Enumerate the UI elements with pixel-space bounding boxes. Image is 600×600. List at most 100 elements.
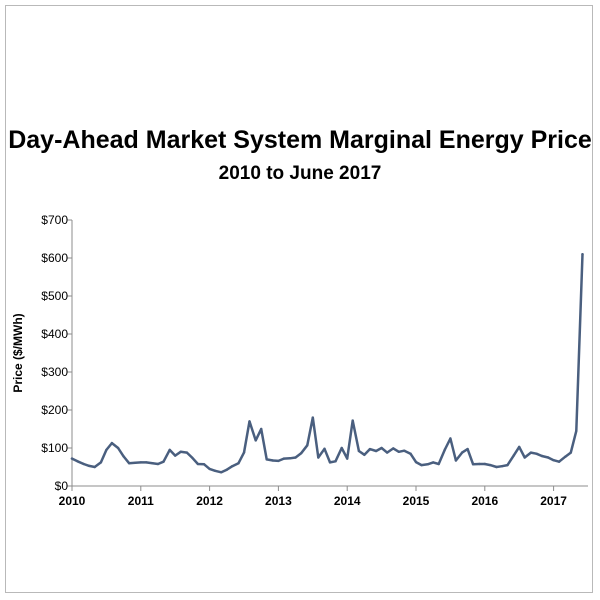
data-point — [500, 465, 504, 468]
x-tick-label: 2013 — [265, 494, 292, 508]
data-point — [225, 468, 228, 471]
y-tick-label: $400 — [41, 327, 68, 341]
x-tick-label: 2014 — [334, 494, 361, 508]
x-tick-label: 2015 — [403, 494, 430, 508]
x-tick-label: 2010 — [59, 494, 86, 508]
data-point — [110, 441, 114, 445]
data-point — [471, 463, 475, 466]
data-point — [385, 451, 389, 454]
data-point — [483, 462, 486, 466]
data-point — [145, 461, 148, 464]
data-point — [139, 461, 142, 464]
y-tick-label: $700 — [41, 213, 68, 227]
data-point — [151, 462, 154, 465]
data-point — [213, 469, 217, 472]
data-point — [523, 456, 526, 459]
data-point — [191, 456, 194, 460]
data-point — [529, 451, 533, 454]
data-point — [220, 471, 223, 474]
data-point — [248, 420, 251, 423]
chart-subtitle: 2010 to June 2017 — [218, 163, 382, 184]
data-point — [76, 460, 79, 463]
data-point — [265, 458, 268, 461]
series-line — [70, 252, 584, 474]
data-point — [237, 462, 240, 465]
data-point — [512, 454, 515, 457]
data-point — [346, 457, 349, 460]
x-axis: 2010 2011 2012 2013 2014 2015 2016 2017 — [59, 485, 588, 508]
data-point — [242, 451, 246, 454]
data-point — [116, 446, 120, 450]
data-point — [168, 448, 171, 452]
data-point — [306, 444, 309, 447]
data-point — [535, 452, 538, 455]
y-axis-title: Price ($/MWh) — [11, 313, 25, 392]
data-point — [380, 446, 383, 450]
data-point — [540, 454, 544, 458]
data-point — [557, 460, 561, 463]
data-point — [569, 451, 572, 454]
data-point — [460, 451, 464, 454]
x-tick-label: 2017 — [540, 494, 567, 508]
data-point — [454, 459, 458, 462]
data-point — [403, 449, 406, 452]
data-point — [328, 461, 332, 464]
data-point — [323, 447, 326, 450]
data-point — [317, 456, 320, 459]
data-point — [271, 459, 275, 462]
chart-title: Day-Ahead Market System Marginal Energy … — [8, 126, 592, 154]
data-point — [443, 448, 447, 451]
data-point — [363, 453, 366, 456]
data-point — [506, 463, 509, 467]
data-point — [156, 462, 160, 466]
data-point — [518, 445, 521, 449]
data-point — [351, 419, 354, 422]
data-point — [202, 463, 206, 466]
data-point — [357, 449, 361, 453]
x-tick-label: 2012 — [196, 494, 223, 508]
data-point — [575, 429, 578, 433]
data-point — [282, 457, 286, 460]
x-tick-label: 2016 — [471, 494, 498, 508]
data-point — [414, 460, 418, 464]
x-tick-label: 2011 — [128, 494, 154, 508]
y-tick-label: $200 — [41, 403, 68, 417]
data-point — [179, 450, 182, 453]
data-point — [409, 452, 412, 455]
chart-frame — [5, 5, 593, 593]
y-tick-label: $100 — [41, 441, 68, 455]
data-point — [581, 253, 584, 256]
data-point — [299, 452, 303, 455]
data-point — [185, 451, 189, 454]
data-point — [546, 456, 550, 459]
data-point — [437, 462, 440, 466]
y-tick-label: $300 — [41, 365, 68, 379]
data-point — [196, 462, 200, 466]
data-point — [127, 462, 131, 465]
y-tick-label: $0 — [55, 479, 69, 493]
data-point — [432, 461, 435, 464]
data-point — [368, 447, 372, 451]
data-point — [466, 447, 469, 451]
y-tick-label: $600 — [41, 251, 68, 265]
data-point — [420, 463, 423, 467]
data-point — [340, 446, 343, 450]
data-point — [552, 459, 555, 462]
data-point — [82, 462, 85, 466]
data-point — [260, 427, 263, 431]
data-point — [162, 460, 165, 463]
data-point — [334, 460, 337, 463]
data-point — [564, 455, 567, 458]
data-point — [294, 456, 297, 459]
data-point — [449, 437, 452, 440]
series-group — [70, 252, 584, 474]
data-point — [311, 416, 314, 419]
data-point — [70, 457, 74, 460]
data-point — [254, 439, 257, 442]
data-point — [478, 462, 481, 466]
data-point — [174, 454, 177, 457]
data-point — [288, 457, 292, 460]
data-point — [426, 463, 429, 466]
data-point — [397, 450, 400, 453]
